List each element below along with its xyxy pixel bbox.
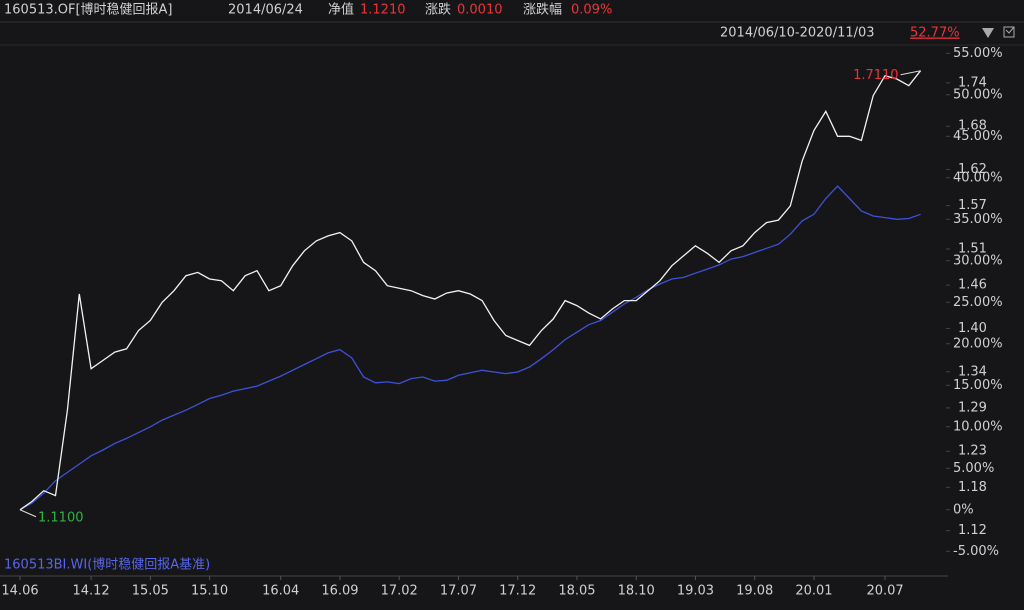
annotation-pointer — [900, 70, 921, 76]
range-text: 2014/06/10-2020/11/03 — [720, 26, 875, 41]
x-tick-label: 16.04 — [262, 584, 299, 599]
info-value: 1.1210 — [360, 3, 406, 18]
x-tick-label: 15.10 — [191, 584, 228, 599]
range-return[interactable]: 52.77% — [910, 26, 960, 41]
y2-tick-label: 1.46 — [958, 278, 987, 293]
legend-entry: 160513BI.WI(博时稳健回报A基准) — [4, 557, 210, 573]
y2-tick-label: 1.40 — [958, 321, 987, 336]
y2-tick-label: 1.74 — [958, 75, 987, 90]
y-tick-label: 40.00% — [953, 170, 1003, 185]
y-tick-label: 50.00% — [953, 87, 1003, 102]
info-label: 净值 — [328, 2, 354, 18]
export-icon[interactable] — [1003, 26, 1015, 38]
x-tick-label: 14.12 — [72, 584, 109, 599]
y-tick-label: 0% — [953, 502, 974, 517]
x-tick-label: 15.05 — [132, 584, 169, 599]
y-tick-label: 20.00% — [953, 336, 1003, 351]
info-label: 涨跌 — [425, 2, 451, 18]
y-tick-label: 10.00% — [953, 419, 1003, 434]
y-tick-label: 30.00% — [953, 253, 1003, 268]
dropdown-icon[interactable] — [982, 28, 994, 38]
y-tick-label: 45.00% — [953, 129, 1003, 144]
x-tick-label: 20.01 — [795, 584, 832, 599]
y2-tick-label: 1.12 — [958, 523, 987, 538]
y2-tick-label: 1.57 — [958, 198, 987, 213]
series-line — [19, 70, 922, 511]
x-tick-label: 17.02 — [381, 584, 418, 599]
annotation: 1.1100 — [38, 510, 84, 525]
x-tick-label: 20.07 — [866, 584, 903, 599]
y-tick-label: 5.00% — [953, 461, 994, 476]
y2-tick-label: 1.68 — [958, 119, 987, 134]
y2-tick-label: 1.23 — [958, 444, 987, 459]
x-tick-label: 17.12 — [499, 584, 536, 599]
y-tick-label: -5.00% — [953, 544, 999, 559]
x-tick-label: 16.09 — [321, 584, 358, 599]
y-tick-label: 35.00% — [953, 212, 1003, 227]
x-tick-label: 19.03 — [677, 584, 714, 599]
annotation-pointer — [19, 509, 37, 518]
info-value: 0.0010 — [457, 3, 503, 18]
y2-tick-label: 1.18 — [958, 480, 987, 495]
x-tick-label: 18.05 — [558, 584, 595, 599]
fund-title: 160513.OF[博时稳健回报A] — [4, 2, 173, 18]
series-line — [19, 185, 921, 511]
y2-tick-label: 1.34 — [958, 364, 987, 379]
x-tick-label: 17.07 — [440, 584, 477, 599]
y-tick-label: 25.00% — [953, 295, 1003, 310]
info-value: 0.09% — [571, 3, 612, 18]
y2-tick-label: 1.29 — [958, 400, 987, 415]
y2-tick-label: 1.62 — [958, 162, 987, 177]
y-tick-label: 55.00% — [953, 46, 1003, 61]
x-tick-label: 19.08 — [736, 584, 773, 599]
y2-tick-label: 1.51 — [958, 241, 987, 256]
y-tick-label: 15.00% — [953, 378, 1003, 393]
x-tick-label: 14.06 — [1, 584, 38, 599]
header-date: 2014/06/24 — [228, 3, 303, 18]
annotation: 1.7110 — [853, 68, 899, 83]
x-tick-label: 18.10 — [618, 584, 655, 599]
info-label: 涨跌幅 — [523, 2, 562, 18]
